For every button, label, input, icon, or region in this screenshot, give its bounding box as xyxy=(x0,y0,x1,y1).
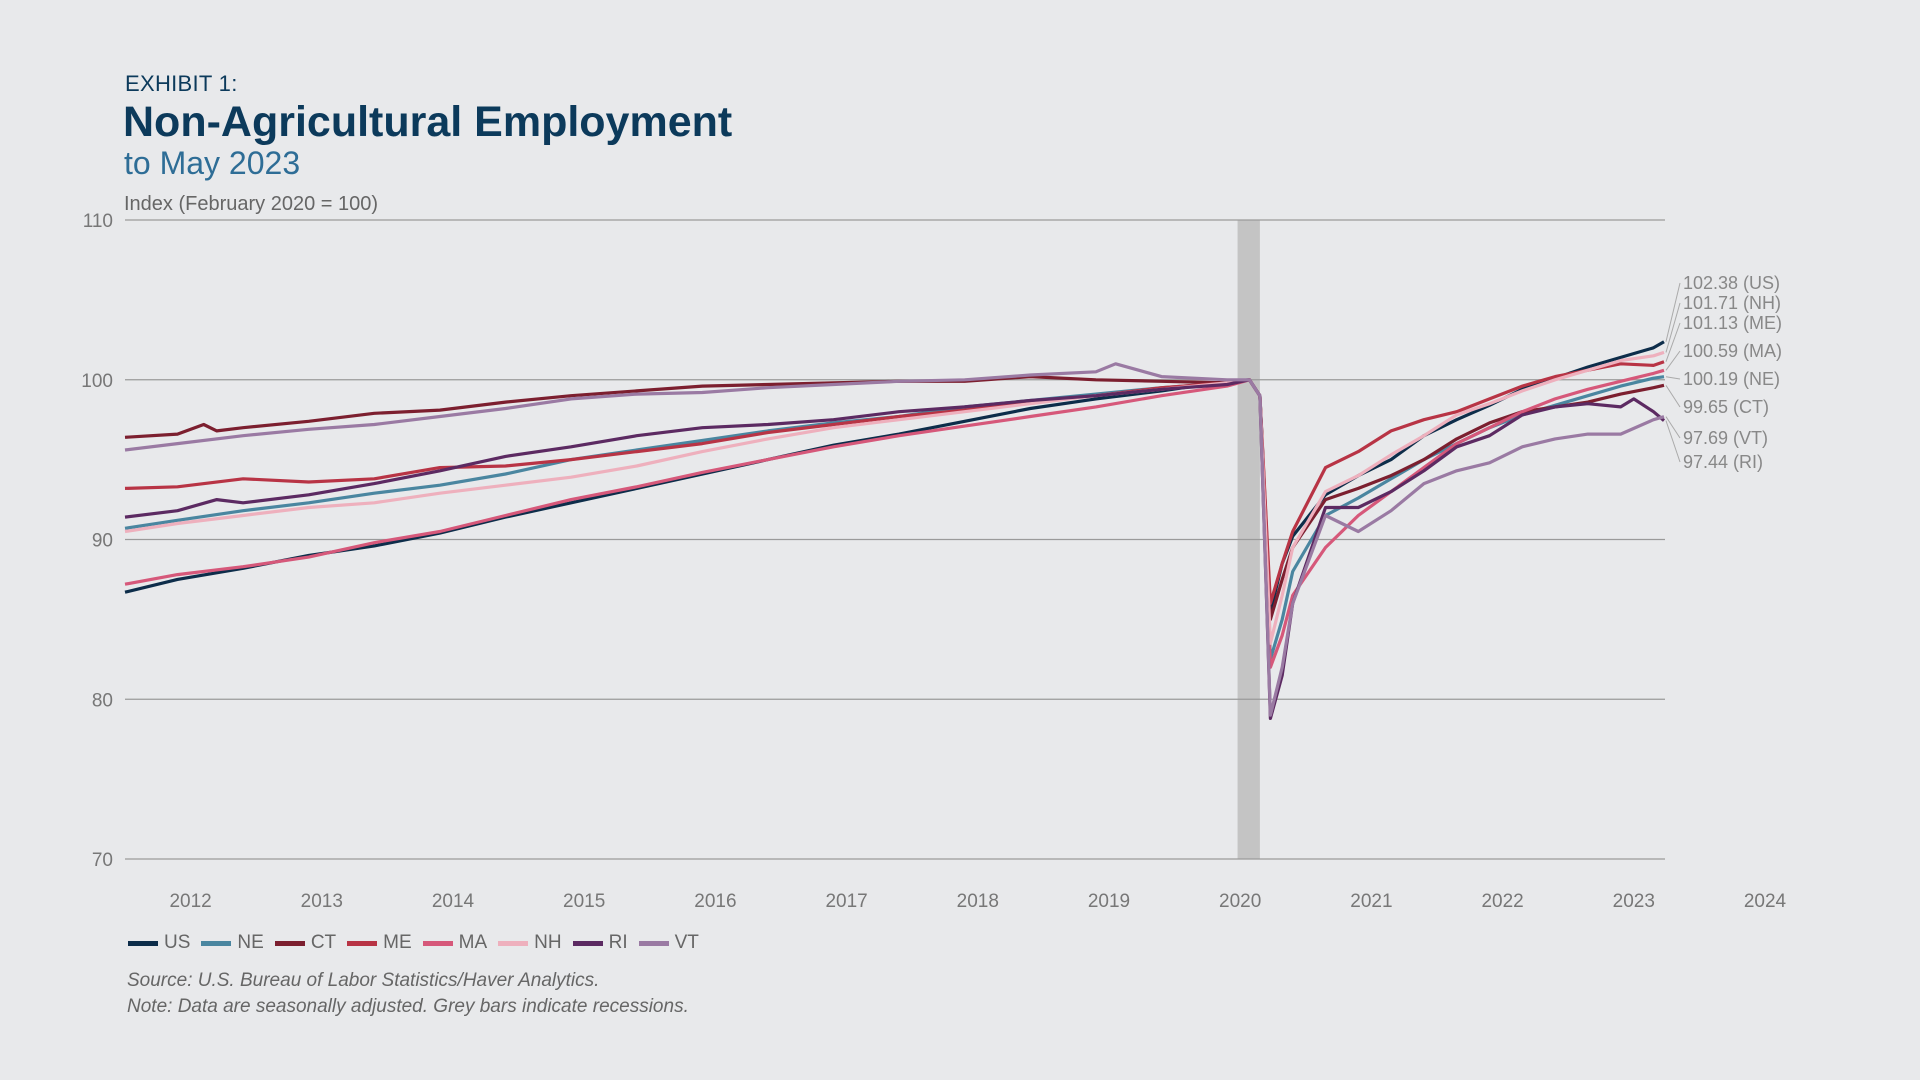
series-lines xyxy=(124,340,1666,720)
legend-swatch xyxy=(572,940,603,946)
legend-item-vt: VT xyxy=(638,932,699,954)
y-tick-label: 90 xyxy=(92,531,113,552)
x-tick-label: 2022 xyxy=(1481,891,1523,912)
legend-label: NE xyxy=(237,932,264,953)
exhibit-label: EXHIBIT 1: xyxy=(125,71,238,96)
leader-line xyxy=(1665,376,1681,380)
y-tick-label: 80 xyxy=(92,690,113,711)
leader-line xyxy=(1665,302,1681,353)
x-tick-label: 2019 xyxy=(1088,891,1130,912)
series-line-ct xyxy=(124,375,1665,621)
end-label-us: 102.38 (US) xyxy=(1683,273,1780,293)
end-label-vt: 97.69 (VT) xyxy=(1683,428,1768,448)
end-labels: 102.38 (US) 100.19 (NE) 99.65 (CT) 101.13 (… xyxy=(1665,273,1782,472)
x-tick-label: 2021 xyxy=(1350,891,1392,912)
legend-swatch xyxy=(201,940,232,946)
leader-line xyxy=(1665,350,1681,371)
y-tick-label: 100 xyxy=(81,371,113,392)
data-note: Note: Data are seasonally adjusted. Grey… xyxy=(127,996,689,1017)
y-tick-label: 70 xyxy=(92,850,113,871)
legend-label: RI xyxy=(608,932,628,953)
legend-swatch xyxy=(274,940,305,946)
x-tick-label: 2023 xyxy=(1613,891,1655,912)
end-label-ma: 100.59 (MA) xyxy=(1683,341,1782,361)
end-label-ne: 100.19 (NE) xyxy=(1683,369,1780,389)
leader-line xyxy=(1665,322,1681,362)
legend-swatch xyxy=(638,940,669,946)
footnote: Source: U.S. Bureau of Labor Statistics/… xyxy=(127,968,689,1020)
leader-line xyxy=(1665,416,1681,439)
x-tick-label: 2016 xyxy=(694,891,736,912)
leader-line xyxy=(1665,282,1681,342)
legend-item-nh: NH xyxy=(498,932,562,954)
end-label-me: 101.13 (ME) xyxy=(1683,313,1782,333)
leader-line xyxy=(1665,385,1681,408)
x-tick-label: 2013 xyxy=(301,891,343,912)
x-tick-label: 2017 xyxy=(825,891,867,912)
x-tick-label: 2020 xyxy=(1219,891,1261,912)
y-tick-label: 110 xyxy=(83,211,113,232)
legend-label: NH xyxy=(534,932,562,953)
legend-item-us: US xyxy=(128,932,190,954)
legend: US NE CT ME MA NH RI VT xyxy=(128,932,710,954)
series-line-ri xyxy=(124,378,1666,720)
legend-item-me: ME xyxy=(347,932,412,954)
legend-label: VT xyxy=(674,932,699,953)
series-line-vt xyxy=(124,362,1665,717)
x-tick-label: 2018 xyxy=(957,891,999,912)
legend-item-ct: CT xyxy=(274,932,337,954)
legend-item-ma: MA xyxy=(422,932,488,954)
x-tick-label: 2012 xyxy=(169,891,211,912)
series-line-nh xyxy=(124,350,1665,645)
series-line-me xyxy=(124,360,1665,605)
x-tick-label: 2024 xyxy=(1744,891,1787,912)
end-label-nh: 101.71 (NH) xyxy=(1683,293,1781,313)
legend-label: ME xyxy=(383,932,412,953)
legend-swatch xyxy=(128,940,158,946)
leader-line xyxy=(1665,420,1681,463)
legend-swatch xyxy=(347,940,378,946)
end-label-ct: 99.65 (CT) xyxy=(1683,397,1769,417)
x-tick-label: 2014 xyxy=(432,891,475,912)
legend-label: CT xyxy=(310,932,337,953)
legend-item-ri: RI xyxy=(572,932,628,954)
y-axis-label: Index (February 2020 = 100) xyxy=(124,193,379,215)
gridlines: 70 80 90 100 110 2012 2013 2014 2015 2016 2017 2018… xyxy=(81,211,1786,912)
legend-item-ne: NE xyxy=(201,932,264,954)
chart-title: Non-Agricultural Employment xyxy=(123,98,733,146)
chart-subtitle: to May 2023 xyxy=(124,145,301,181)
legend-swatch xyxy=(422,940,453,946)
source-note: Source: U.S. Bureau of Labor Statistics/… xyxy=(127,970,600,991)
legend-label: US xyxy=(164,932,191,953)
legend-label: MA xyxy=(458,932,488,953)
x-tick-label: 2015 xyxy=(563,891,605,912)
legend-swatch xyxy=(498,940,529,946)
end-label-ri: 97.44 (RI) xyxy=(1683,452,1763,472)
